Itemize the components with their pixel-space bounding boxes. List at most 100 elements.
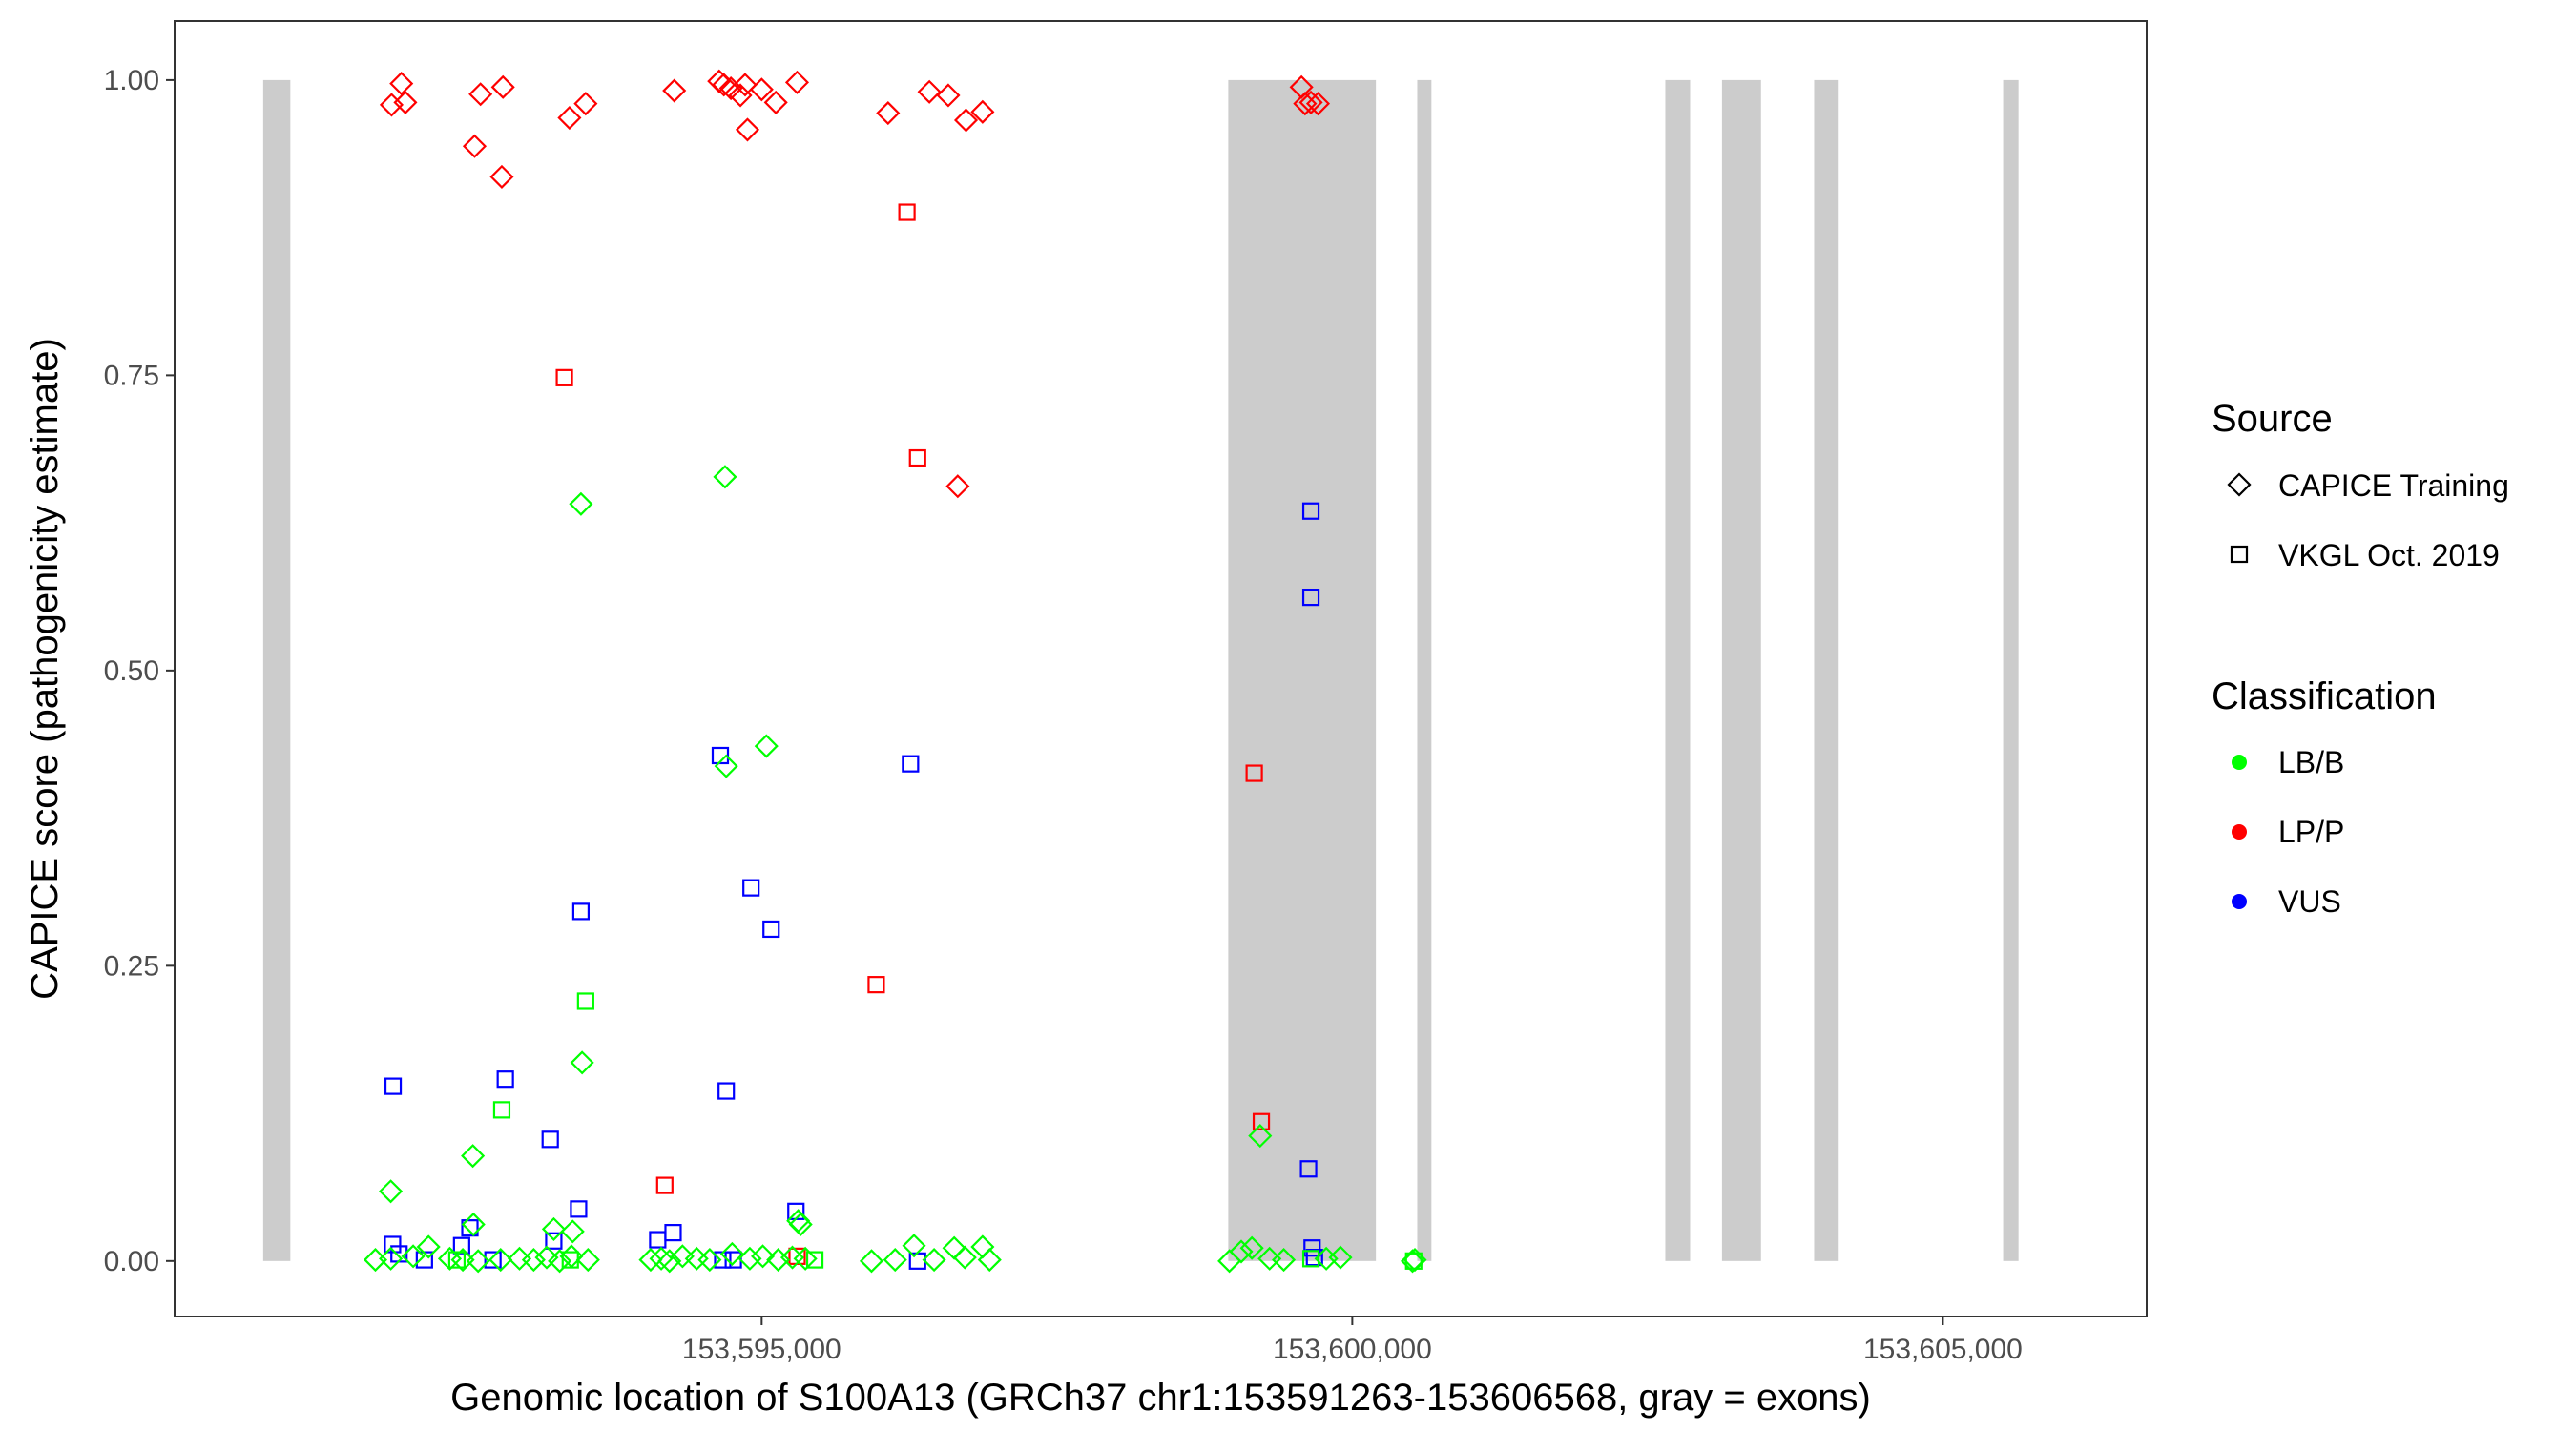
x-tick-label: 153,595,000 [682,1334,841,1365]
point-layer [363,69,1427,1274]
data-point-square [571,902,591,921]
data-point-diamond [749,77,774,102]
legend-key-square [2230,545,2249,564]
data-point-diamond [793,1246,818,1271]
data-point-square [576,992,594,1010]
exon-band [262,79,291,1261]
data-point-diamond [670,1244,695,1269]
data-point-square [805,1251,824,1269]
x-axis-title: Genomic location of S100A13 (GRCh37 chr1… [450,1377,1871,1419]
data-point-diamond [462,134,488,158]
data-point-diamond [393,90,418,114]
data-point-diamond [1239,1235,1264,1260]
data-point-square [1301,589,1320,607]
data-point-diamond [488,1248,513,1273]
legend-source-label: VKGL Oct. 2019 [2278,538,2500,572]
legend-source-label: CAPICE Training [2278,468,2509,503]
data-point-diamond [1229,1239,1254,1264]
data-point-diamond [489,164,514,189]
axis-layer: 0.00 0.25 0.50 0.75 1.00 153,595,000 153,600,0… [104,65,2023,1365]
data-point-square [1303,1239,1321,1257]
data-point-diamond [917,79,942,104]
data-point-diamond [521,1248,546,1273]
data-point-diamond [713,465,737,489]
data-point-diamond [1298,90,1323,114]
data-point-square [384,1235,402,1254]
exon-band [1228,79,1377,1261]
data-point-diamond [718,76,743,101]
data-point-square [711,746,730,765]
data-point-diamond [416,1234,441,1259]
data-point-square [1301,1250,1320,1268]
data-point-diamond [902,1234,926,1258]
y-tick-label: 0.75 [104,360,159,391]
data-point-square [492,1101,511,1119]
legend-classification-label: VUS [2278,884,2341,919]
legend-key-dot [2232,824,2247,840]
data-point-diamond [714,754,738,778]
data-point-diamond [733,73,758,97]
data-point-diamond [379,1246,404,1271]
legend-classification-label: LP/P [2278,815,2344,849]
data-point-diamond [697,1248,722,1273]
y-tick-label: 0.50 [104,655,159,687]
data-point-diamond [450,1248,475,1273]
data-point-square [762,920,780,939]
data-point-diamond [534,1245,559,1270]
data-point-square [570,1200,588,1218]
x-tick-label: 153,600,000 [1273,1334,1432,1365]
data-point-square [541,1130,559,1149]
data-point-diamond [490,74,515,99]
data-point-diamond [953,108,979,133]
legend-classification-title: Classification [2212,675,2437,717]
data-point-square [545,1232,563,1250]
data-point-diamond [1272,1248,1297,1273]
data-point-diamond [575,1248,600,1273]
data-point-square [742,879,760,897]
data-point-diamond [638,1248,663,1273]
y-tick-label: 1.00 [104,65,159,96]
data-point-diamond [379,93,404,117]
x-tick-label: 153,605,000 [1863,1334,2023,1365]
data-point-diamond [883,1248,907,1273]
data-point-diamond [876,101,901,126]
legend-source-title: Source [2212,398,2333,440]
data-point-diamond [389,72,414,96]
data-point-diamond [560,1219,585,1244]
data-point-diamond [1248,1124,1273,1149]
data-point-square [655,1176,674,1194]
data-point-square [484,1251,502,1269]
data-point-diamond [1328,1245,1353,1270]
data-point-diamond [719,1241,744,1266]
data-point-square [384,1077,403,1095]
data-point-diamond [763,90,788,114]
data-point-square [1305,1249,1323,1267]
data-point-square [496,1070,514,1089]
legend: Source CAPICE Training VKGL Oct. 2019 Cl… [2212,398,2509,919]
data-point-diamond [570,1050,594,1075]
data-point-square [664,1224,682,1242]
y-tick-label: 0.25 [104,950,159,982]
data-point-square [1301,502,1320,520]
legend-key-dot [2232,755,2247,770]
data-point-diamond [977,1248,1002,1273]
data-point-diamond [1305,92,1331,116]
data-point-diamond [712,73,737,97]
exon-layer [262,79,2019,1261]
data-point-diamond [662,78,687,103]
data-point-diamond [728,83,753,108]
exon-band [1814,79,1839,1261]
data-point-diamond [784,70,810,94]
data-point-diamond [952,1245,977,1270]
data-point-diamond [970,99,995,124]
legend-classification-label: LB/B [2278,745,2344,779]
data-point-diamond [737,1246,762,1271]
data-point-diamond [649,1246,674,1271]
data-point-diamond [379,1179,404,1204]
data-point-square [1404,1252,1423,1270]
y-tick-label: 0.00 [104,1246,159,1277]
data-point-square [461,1219,479,1237]
data-point-diamond [735,117,760,142]
data-point-diamond [754,734,779,758]
